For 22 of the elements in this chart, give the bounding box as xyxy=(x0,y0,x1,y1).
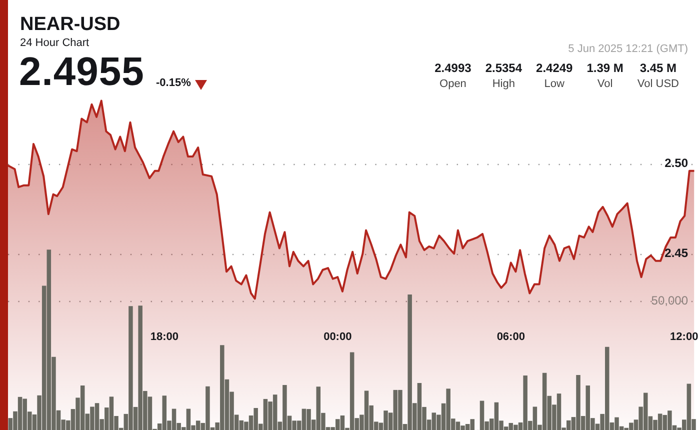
y2-tick-label: 50,000 xyxy=(651,293,688,308)
annotation: -0.15% xyxy=(156,77,191,89)
text: 24 Hour Chart xyxy=(20,37,90,49)
x-tick-label: 06:00 xyxy=(496,331,525,344)
y-tick-label: 2.45 xyxy=(664,246,688,260)
annotation: 2.4249 xyxy=(536,61,573,75)
annotation: 3.45 M xyxy=(638,61,678,75)
x-tick-label: 00:00 xyxy=(324,331,352,344)
text: NEAR-USD xyxy=(20,14,120,36)
annotation: Open xyxy=(438,78,468,90)
annotation: 1.39 M xyxy=(586,61,624,75)
x-tick-label: 18:00 xyxy=(150,331,178,344)
annotation: High xyxy=(491,78,516,90)
x-tick-label: 12:00 xyxy=(670,331,698,344)
annotation: 5 Jun 2025 12:21 (GMT) xyxy=(568,43,688,55)
annotation: 2.5354 xyxy=(485,61,522,75)
y-tick-label: 2.50 xyxy=(664,156,688,170)
annotation: Vol USD xyxy=(637,78,679,90)
annotation: 2.4993 xyxy=(434,61,472,75)
annotation: Vol xyxy=(596,78,614,90)
annotation: 2.4955 xyxy=(19,50,144,95)
annotation: Low xyxy=(543,78,566,90)
